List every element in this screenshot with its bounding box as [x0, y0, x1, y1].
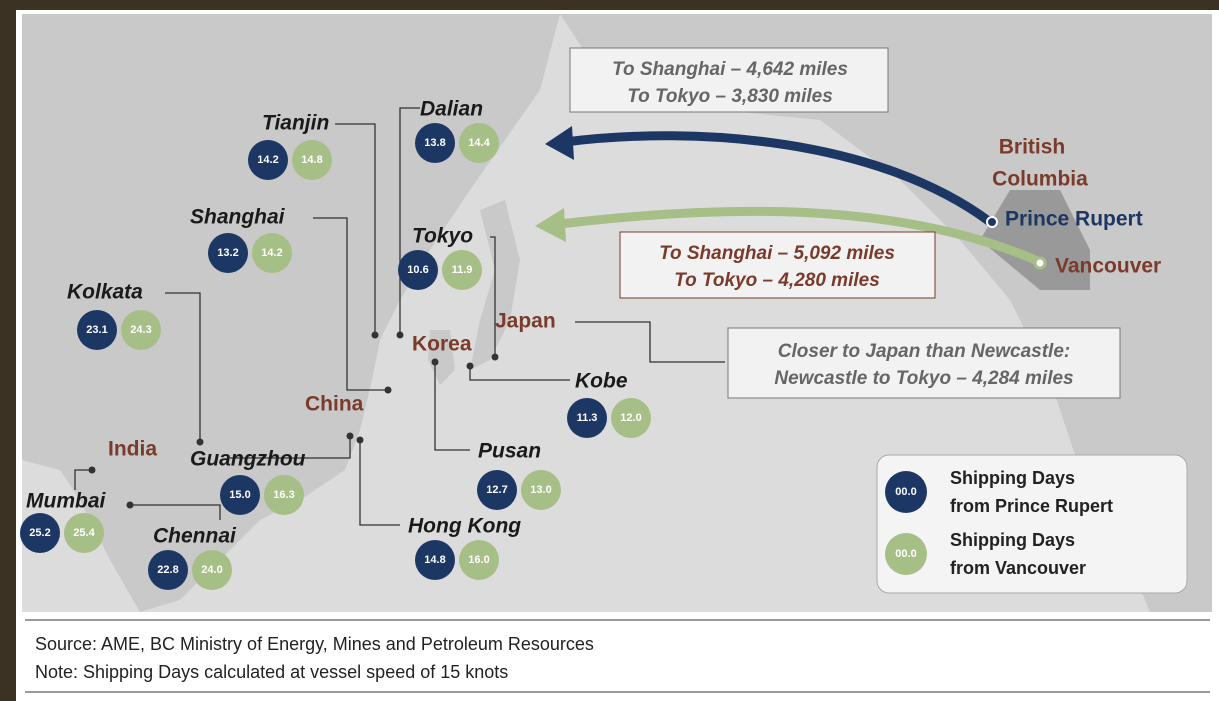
port-label: Kobe — [575, 370, 628, 393]
days-marker — [77, 310, 117, 350]
route-vancouver — [559, 206, 1042, 267]
days-marker — [521, 470, 561, 510]
arrowhead — [545, 126, 574, 160]
days-value: 25.4 — [73, 527, 95, 539]
days-value: 12.0 — [620, 412, 641, 424]
origin-dot — [1033, 256, 1047, 270]
port-label: Dalian — [420, 98, 483, 121]
region-label: British — [999, 136, 1066, 159]
top-border — [0, 0, 1219, 10]
port-label: Chennai — [153, 525, 237, 548]
legend-label: Shipping Days — [950, 530, 1075, 550]
legend-swatch — [885, 533, 927, 575]
leader-lines — [74, 107, 725, 526]
left-border — [0, 0, 16, 701]
days-marker — [148, 550, 188, 590]
dynamic-layer: Tianjin 14.2 14.8 Dalian 13.8 14.4 Shanghai 13.… — [20, 98, 1113, 590]
port-label: Hong Kong — [408, 515, 521, 538]
callout-text: To Tokyo – 3,830 miles — [627, 86, 833, 107]
callout-text: To Shanghai – 5,092 miles — [659, 243, 895, 264]
days-marker — [264, 475, 304, 515]
callout-box — [619, 231, 936, 299]
legend-label: from Vancouver — [950, 558, 1086, 578]
days-value: 11.9 — [452, 264, 473, 276]
british-columbia — [980, 190, 1090, 290]
days-value: 14.2 — [257, 154, 278, 166]
port-dots — [88, 331, 499, 509]
days-value: 12.7 — [486, 484, 507, 496]
days-marker — [611, 398, 651, 438]
legend-label: Shipping Days — [950, 468, 1075, 488]
days-marker — [292, 140, 332, 180]
country-label: India — [108, 438, 157, 461]
days-marker — [248, 140, 288, 180]
port-label: Guangzhou — [190, 448, 306, 471]
legend-sample: 00.0 — [895, 486, 916, 498]
callout-text: To Tokyo – 4,280 miles — [674, 270, 880, 291]
callout-box — [727, 327, 1121, 399]
footer-text: Note: Shipping Days calculated at vessel… — [35, 662, 508, 682]
arrowhead — [535, 208, 566, 242]
callout-text: To Shanghai – 4,642 miles — [612, 59, 848, 80]
days-value: 16.0 — [468, 554, 489, 566]
days-marker — [459, 123, 499, 163]
legend-label: from Prince Rupert — [950, 496, 1113, 516]
origin-label: Vancouver — [1055, 255, 1161, 278]
port-label: Tokyo — [412, 225, 473, 248]
port-label: Shanghai — [190, 206, 286, 229]
country-label: Korea — [412, 333, 472, 356]
days-value: 10.6 — [407, 264, 428, 276]
days-marker — [252, 233, 292, 273]
port-label: Pusan — [478, 440, 541, 463]
days-marker — [459, 540, 499, 580]
callout-text: Newcastle to Tokyo – 4,284 miles — [774, 368, 1073, 389]
days-value: 13.8 — [424, 137, 445, 149]
origin-label: Prince Rupert — [1005, 208, 1143, 231]
days-value: 13.2 — [217, 247, 238, 259]
country-label: Japan — [495, 310, 556, 333]
days-value: 16.3 — [273, 489, 294, 501]
days-value: 14.8 — [301, 154, 322, 166]
land — [22, 14, 1212, 612]
days-marker — [220, 475, 260, 515]
days-marker — [442, 250, 482, 290]
callout-box — [569, 47, 889, 113]
days-value: 11.3 — [577, 412, 598, 424]
days-marker — [121, 310, 161, 350]
port-label: Tianjin — [262, 112, 329, 135]
legend-sample: 00.0 — [895, 548, 916, 560]
callout-text: Closer to Japan than Newcastle: — [778, 341, 1070, 362]
days-value: 15.0 — [229, 489, 250, 501]
origin-dot — [986, 216, 998, 228]
days-marker — [567, 398, 607, 438]
days-marker — [20, 513, 60, 553]
days-value: 25.2 — [29, 527, 50, 539]
port-label: Kolkata — [67, 281, 143, 304]
days-value: 23.1 — [86, 324, 107, 336]
region-label: Columbia — [992, 168, 1088, 191]
days-marker — [208, 233, 248, 273]
days-value: 24.0 — [201, 564, 222, 576]
days-value: 24.3 — [130, 324, 151, 336]
port-label: Mumbai — [26, 490, 107, 513]
days-value: 14.4 — [468, 137, 490, 149]
days-value: 22.8 — [157, 564, 178, 576]
days-value: 14.8 — [424, 554, 445, 566]
days-marker — [415, 123, 455, 163]
legend-box — [876, 454, 1188, 594]
route-prince-rupert — [564, 131, 993, 226]
country-label: China — [305, 393, 364, 416]
days-value: 13.0 — [530, 484, 551, 496]
days-marker — [477, 470, 517, 510]
days-marker — [192, 550, 232, 590]
days-marker — [64, 513, 104, 553]
footer-text: Source: AME, BC Ministry of Energy, Mine… — [35, 634, 594, 654]
days-marker — [415, 540, 455, 580]
days-marker — [398, 250, 438, 290]
legend-swatch — [885, 471, 927, 513]
days-value: 14.2 — [261, 247, 282, 259]
